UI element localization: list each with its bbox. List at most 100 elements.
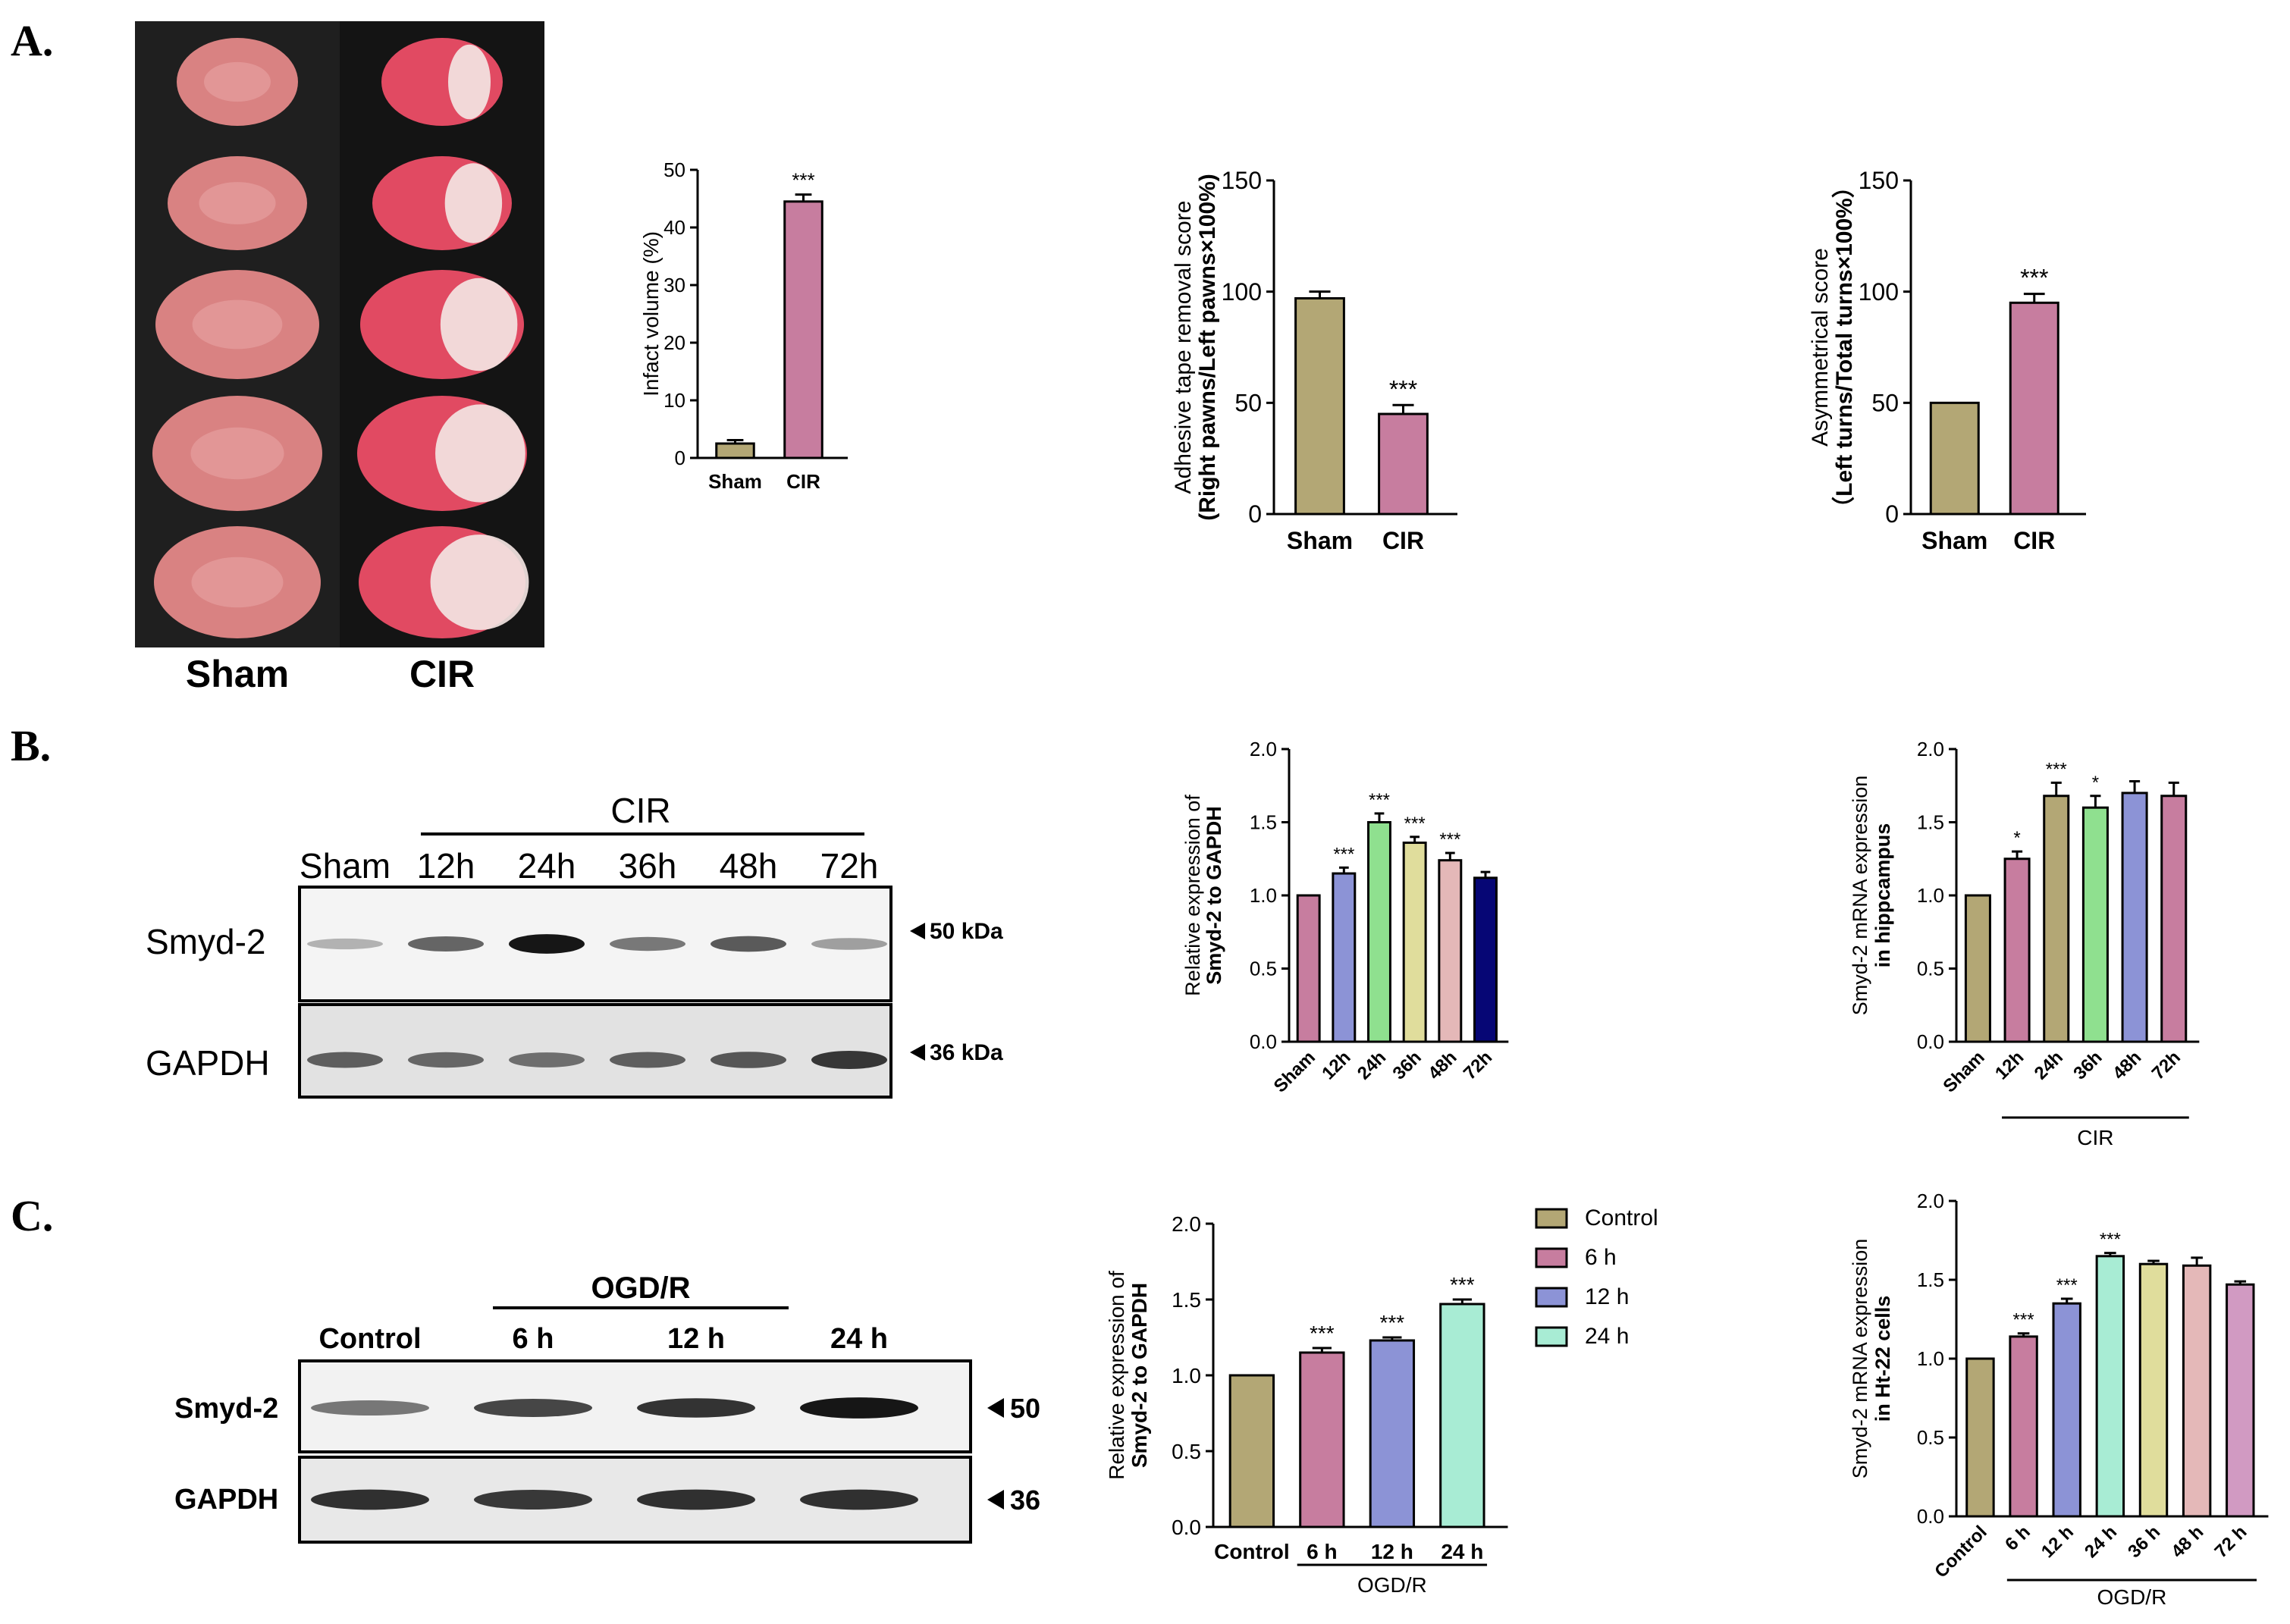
x-tick-label: 12h	[1318, 1047, 1354, 1083]
gapdh-band	[307, 1052, 383, 1068]
x-tick-label: CIR	[786, 470, 820, 493]
significance-marker: ***	[2056, 1275, 2078, 1296]
significance-marker: ***	[2020, 265, 2048, 292]
bar-36h	[1402, 842, 1427, 1043]
gapdh-band	[311, 1489, 429, 1510]
x-tick-label: 24 h	[1441, 1540, 1483, 1563]
blot-c-bands	[311, 1397, 918, 1510]
y-tick-label: 1.0	[1917, 1347, 1944, 1370]
legend-swatch	[1535, 1247, 1568, 1268]
bar-control	[1228, 1374, 1275, 1528]
significance-marker: ***	[1369, 790, 1390, 810]
x-tick-label: Control	[1214, 1540, 1290, 1563]
cir-infarct-area	[435, 404, 525, 503]
bar-24h	[1439, 1303, 1485, 1528]
blot-b-gapdh-membrane	[298, 1003, 892, 1099]
y-tick-label: 150	[1222, 167, 1262, 194]
blot-b-group-label: CIR	[610, 791, 670, 830]
x-tick-label: 72 h	[2210, 1522, 2251, 1562]
significance-marker: ***	[792, 169, 814, 192]
y-tick-label: 0.5	[1172, 1440, 1201, 1463]
y-tick-label: 2.0	[1917, 1190, 1944, 1212]
significance-marker: *	[2013, 828, 2020, 848]
x-tick-label: 24h	[1354, 1047, 1390, 1083]
bar-36h	[2138, 1262, 2169, 1518]
smyd2-band	[509, 934, 585, 954]
gapdh-band	[474, 1490, 592, 1510]
x-tick-label: Sham	[1939, 1047, 1988, 1096]
chart-smyd2-protein-cir: 0.0 0.5 1.0 1.5 2.0 Relative expression ofSmy…	[1181, 738, 1509, 1096]
sham-slice-center	[190, 427, 284, 480]
cir-infarct-area	[448, 44, 491, 120]
blot-c-marker-arrow-36	[987, 1490, 1004, 1510]
y-axis-label: Infact volume (%)	[639, 231, 663, 397]
y-tick-label: 0.5	[1250, 958, 1277, 980]
panel-letter-c: C.	[11, 1191, 54, 1240]
group-label: OGD/R	[2097, 1585, 2167, 1609]
legend-label: 12 h	[1585, 1284, 1629, 1309]
significance-marker: ***	[1450, 1273, 1475, 1296]
chart-smyd2-mrna-ht22: 0.0 0.5 1.0 1.5 2.0 Smyd-2 mRNA expression in …	[1849, 1190, 2269, 1609]
x-tick-label: 36 h	[2124, 1522, 2164, 1562]
blot-c-row-smyd2: Smyd-2	[174, 1393, 278, 1425]
sham-slices	[152, 38, 322, 638]
y-tick-label: 0.0	[1250, 1030, 1277, 1053]
bar-6h	[1299, 1351, 1345, 1528]
y-tick-label: 40	[663, 216, 685, 239]
x-tick-label: 24 h	[2081, 1522, 2121, 1562]
cir-infarct-area	[430, 535, 529, 630]
y-tick-label: 150	[1859, 167, 1899, 194]
significance-marker: ***	[1439, 829, 1460, 850]
x-tick-label: 12 h	[1371, 1540, 1413, 1563]
y-axis-label-2: in hippcampus	[1871, 823, 1894, 968]
x-tick-label: Sham	[1921, 527, 1987, 554]
x-tick-label: 48h	[2109, 1047, 2145, 1083]
chart-smyd2-protein-ogdr: 0.0 0.5 1.0 1.5 2.0 Relative expression of Smy…	[1105, 1212, 1508, 1597]
blot-b-row-gapdh: GAPDH	[146, 1043, 270, 1083]
blot-c-row-gapdh: GAPDH	[174, 1484, 278, 1516]
significance-marker: ***	[1333, 844, 1354, 864]
lane-label: 36h	[619, 846, 677, 886]
lane-label: 12h	[417, 846, 475, 886]
significance-marker: ***	[2013, 1310, 2034, 1331]
significance-marker: ***	[1310, 1321, 1335, 1345]
gapdh-band	[811, 1051, 887, 1069]
bar-cir	[783, 200, 823, 459]
western-blot-b: CIR Sham 12h 24h 36h 48h 72h Smyd-2 GAPDH 50 …	[146, 791, 1003, 1099]
x-tick-label: 36h	[1389, 1047, 1426, 1083]
smyd2-band	[311, 1400, 429, 1416]
bar-36h	[2081, 806, 2109, 1043]
y-tick-label: 0.0	[1917, 1030, 1944, 1053]
blot-b-marker-36: 36 kDa	[930, 1040, 1003, 1065]
significance-marker: ***	[1380, 1311, 1405, 1334]
x-tick-label: 12h	[1991, 1047, 2028, 1083]
y-tick-label: 1.5	[1172, 1288, 1201, 1312]
x-tick-label: Sham	[1270, 1047, 1319, 1096]
gapdh-band	[408, 1052, 484, 1068]
blot-b-marker-arrow-50	[910, 923, 925, 939]
bar-48h	[2182, 1264, 2212, 1518]
cir-infarct-area	[444, 163, 503, 243]
y-tick-label: 1.0	[1250, 884, 1277, 907]
y-tick-label: 0.0	[1172, 1516, 1201, 1539]
x-tick-label: 72h	[2148, 1047, 2185, 1083]
cir-infarct-area	[440, 277, 518, 372]
y-axis-label: Relative expression of	[1105, 1271, 1128, 1480]
legend-label: 24 h	[1585, 1324, 1629, 1349]
blot-c-lane-labels: Control 6 h 12 h 24 h	[318, 1323, 888, 1355]
smyd2-band	[474, 1399, 592, 1417]
blot-b-row-smyd2: Smyd-2	[146, 922, 265, 961]
bar-cir	[2009, 301, 2059, 516]
y-tick-label: 1.5	[1917, 811, 1944, 834]
group-label: CIR	[2077, 1126, 2113, 1149]
gapdh-band	[509, 1052, 585, 1068]
y-axis-label: Relative expression of	[1181, 795, 1204, 996]
bar-control	[1965, 1357, 1995, 1518]
bar-72h	[2160, 795, 2188, 1043]
brain-slice-photo: Sham CIR	[135, 21, 544, 693]
lane-label: 6 h	[513, 1323, 554, 1355]
sham-slice-center	[191, 556, 284, 608]
chart-infarct-volume: 0 10 20 30 40 50 Infact volume (%) Sham *** CIR	[639, 158, 848, 493]
y-tick-label: 10	[663, 389, 685, 412]
bar-cir	[1378, 412, 1429, 516]
